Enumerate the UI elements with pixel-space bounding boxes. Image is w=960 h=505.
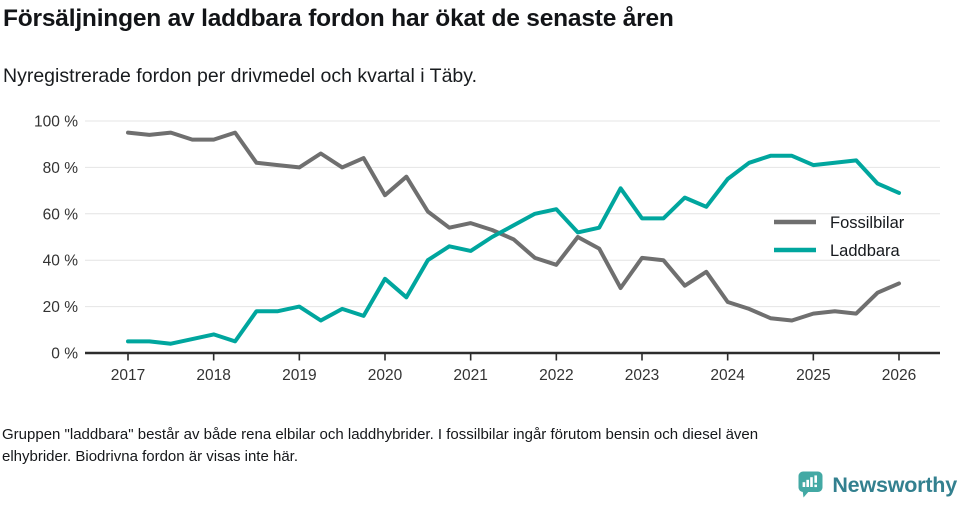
y-axis-label: 40 % xyxy=(43,253,79,270)
x-axis-label: 2024 xyxy=(710,367,745,384)
bar-chart-bubble-icon xyxy=(798,471,823,498)
x-axis-label: 2026 xyxy=(882,367,916,384)
newsworthy-wordmark: Newsworthy xyxy=(832,472,957,497)
x-axis-label: 2021 xyxy=(453,367,487,384)
x-axis-label: 2023 xyxy=(625,367,659,384)
y-axis-label: 20 % xyxy=(43,299,79,316)
legend-label-laddbara: Laddbara xyxy=(830,242,901,260)
footnote-line-1: Gruppen "laddbara" består av både rena e… xyxy=(2,426,759,443)
chart-title: Försäljningen av laddbara fordon har öka… xyxy=(3,5,674,32)
series-line-laddbara xyxy=(126,153,901,346)
chart-subtitle: Nyregistrerade fordon per drivmedel och … xyxy=(3,65,477,87)
x-axis-label: 2019 xyxy=(282,367,316,384)
x-axis-label: 2022 xyxy=(539,367,573,384)
x-axis-label: 2017 xyxy=(111,367,145,384)
x-axis-label: 2025 xyxy=(796,367,830,384)
legend-label-fossilbilar: Fossilbilar xyxy=(830,214,905,232)
y-axis-label: 80 % xyxy=(43,160,79,177)
newsworthy-logo: Newsworthy xyxy=(798,471,957,499)
y-axis-label: 100 % xyxy=(34,114,78,131)
x-axis-label: 2020 xyxy=(368,367,403,384)
y-axis-label: 60 % xyxy=(43,206,79,223)
series-line-fossilbilar xyxy=(126,130,901,323)
chart-svg: 0 % 20 % 40 % 60 % 80 % 100 % 2017 2018 2019 2020… xyxy=(34,114,940,384)
footnote-line-2: elhybrider. Biodrivna fordon är visas in… xyxy=(2,448,298,465)
y-axis-label: 0 % xyxy=(51,346,78,363)
line-chart: 0 % 20 % 40 % 60 % 80 % 100 % 2017 2018 2019 2020… xyxy=(0,100,960,400)
x-axis-label: 2018 xyxy=(196,367,230,384)
footnote: Gruppen "laddbara" består av både rena e… xyxy=(2,424,942,468)
